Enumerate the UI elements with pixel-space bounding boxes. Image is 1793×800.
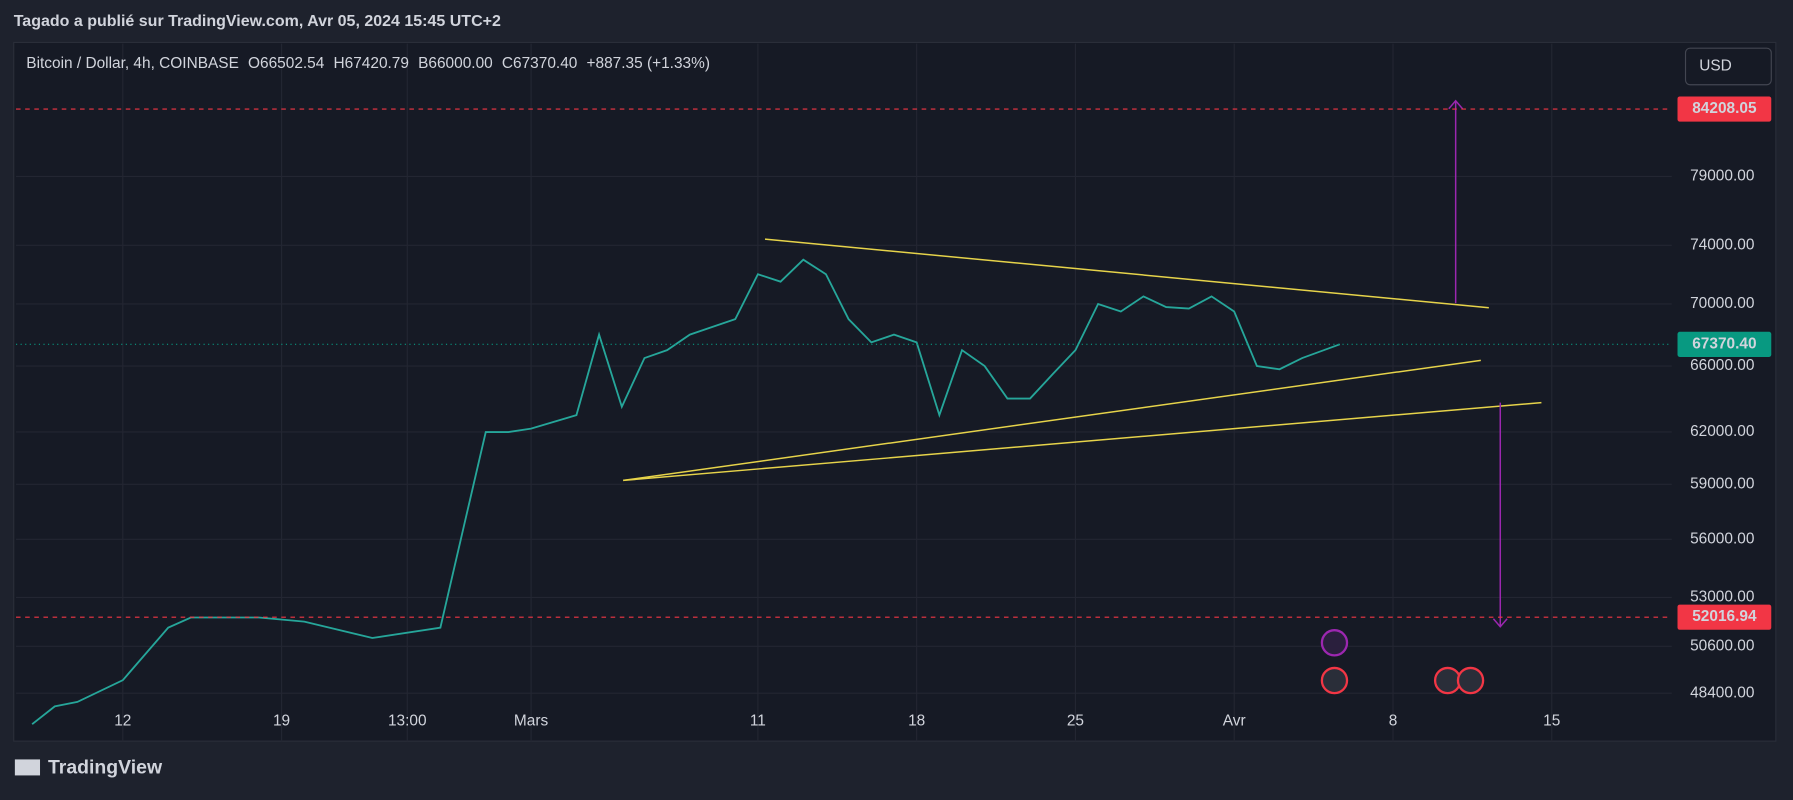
- level-label: 67370.40: [1692, 335, 1756, 352]
- trend-line: [623, 359, 1481, 482]
- y-tick-label: 48400.00: [1690, 684, 1754, 701]
- event-icons: [1320, 629, 1485, 695]
- x-tick-label: 18: [908, 713, 925, 730]
- ohlc-label: C: [502, 55, 513, 72]
- drawings: [623, 99, 1542, 628]
- x-tick-label: 13:00: [388, 713, 427, 730]
- y-tick-label: 59000.00: [1690, 475, 1754, 492]
- y-tick-label: 53000.00: [1690, 589, 1754, 606]
- level-label: 52016.94: [1692, 608, 1757, 625]
- y-tick-label: 50600.00: [1690, 637, 1754, 654]
- logo: TradingView: [48, 757, 163, 779]
- plot: [16, 108, 1672, 725]
- y-tick-label: 66000.00: [1690, 357, 1754, 374]
- y-tick-label: 74000.00: [1690, 236, 1754, 253]
- event-icon[interactable]: [1320, 629, 1349, 657]
- symbol: Bitcoin / Dollar, 4h, COINBASE: [26, 55, 239, 72]
- trend-line: [764, 238, 1489, 309]
- x-tick-label: 15: [1543, 713, 1560, 730]
- trend-line: [623, 401, 1542, 482]
- x-tick-label: 25: [1067, 713, 1084, 730]
- level-badge: [1677, 331, 1772, 357]
- x-tick-label: Mars: [514, 713, 549, 730]
- logo-icon: [14, 759, 41, 776]
- arrow-head: [1448, 99, 1464, 110]
- event-icon[interactable]: [1433, 666, 1462, 695]
- ohlc-label: H: [334, 55, 345, 72]
- level-badge: [1677, 96, 1772, 122]
- event-icon[interactable]: [1320, 666, 1349, 695]
- level-badge: [1677, 604, 1772, 630]
- price-line: [31, 258, 1341, 725]
- change: +887.35 (+1.33%): [587, 55, 710, 72]
- y-tick-label: 79000.00: [1690, 167, 1754, 184]
- published-note: Tagado a publié sur TradingView.com, Avr…: [14, 13, 501, 30]
- x-tick-label: 12: [114, 713, 131, 730]
- ohlc-label: O: [248, 55, 260, 72]
- arrow-head: [1492, 618, 1508, 628]
- ohlc-value: 66000.00: [428, 55, 492, 72]
- currency[interactable]: USD: [1699, 58, 1732, 75]
- x-tick-label: 11: [750, 713, 766, 730]
- ohlc-value: 66502.54: [260, 55, 325, 72]
- y-tick-label: 56000.00: [1690, 530, 1754, 547]
- ohlc-value: 67420.79: [345, 55, 409, 72]
- grid: [16, 43, 1672, 742]
- x-tick-label: 8: [1389, 713, 1398, 730]
- ohlc-label: B: [418, 55, 428, 72]
- x-tick-label: 19: [273, 713, 290, 730]
- y-tick-label: 62000.00: [1690, 423, 1754, 440]
- chart-pane: [13, 41, 1777, 742]
- ohlc-value: 67370.40: [513, 55, 577, 72]
- level-label: 84208.05: [1692, 100, 1757, 117]
- x-tick-label: Avr: [1223, 713, 1246, 730]
- event-icon[interactable]: [1456, 666, 1485, 695]
- y-tick-label: 70000.00: [1690, 295, 1754, 312]
- currency-button[interactable]: [1684, 47, 1772, 86]
